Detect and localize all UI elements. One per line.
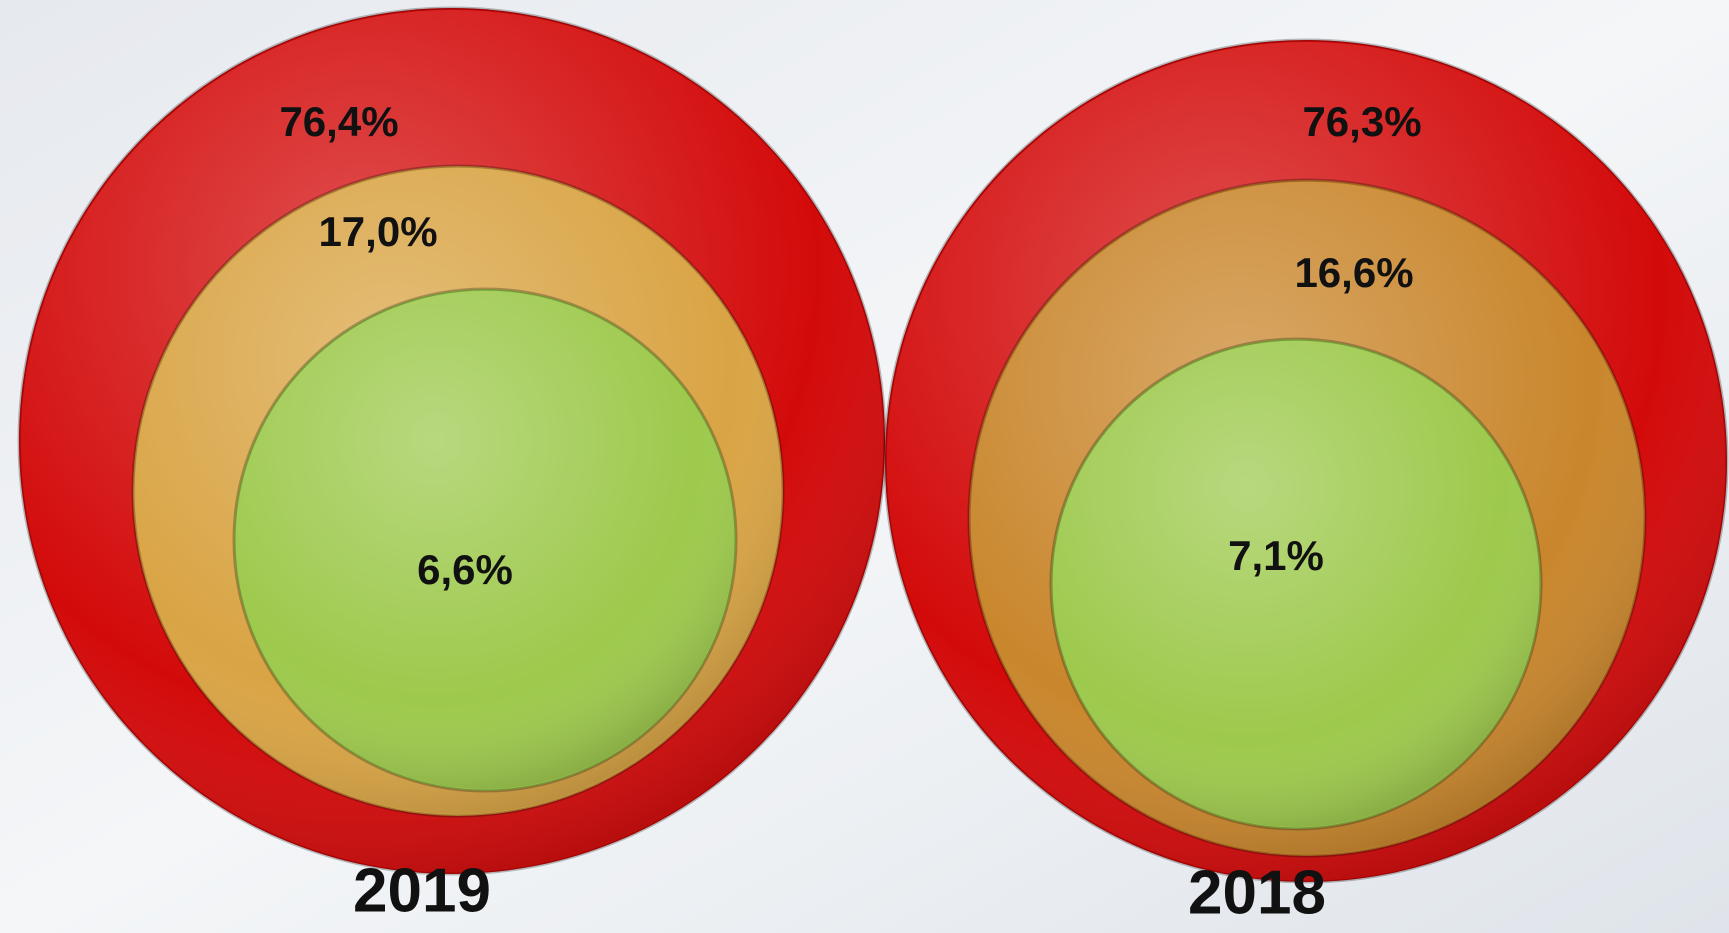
value-label: 16,6% [1294,249,1413,296]
chart-title: 2018 [1188,858,1326,927]
circle [1049,337,1543,831]
chart-title: 2019 [353,856,491,925]
value-label: 76,3% [1302,98,1421,145]
value-label: 17,0% [318,208,437,255]
value-label: 76,4% [279,98,398,145]
value-label: 7,1% [1228,532,1324,579]
value-label: 6,6% [417,546,513,593]
circle [232,287,738,793]
